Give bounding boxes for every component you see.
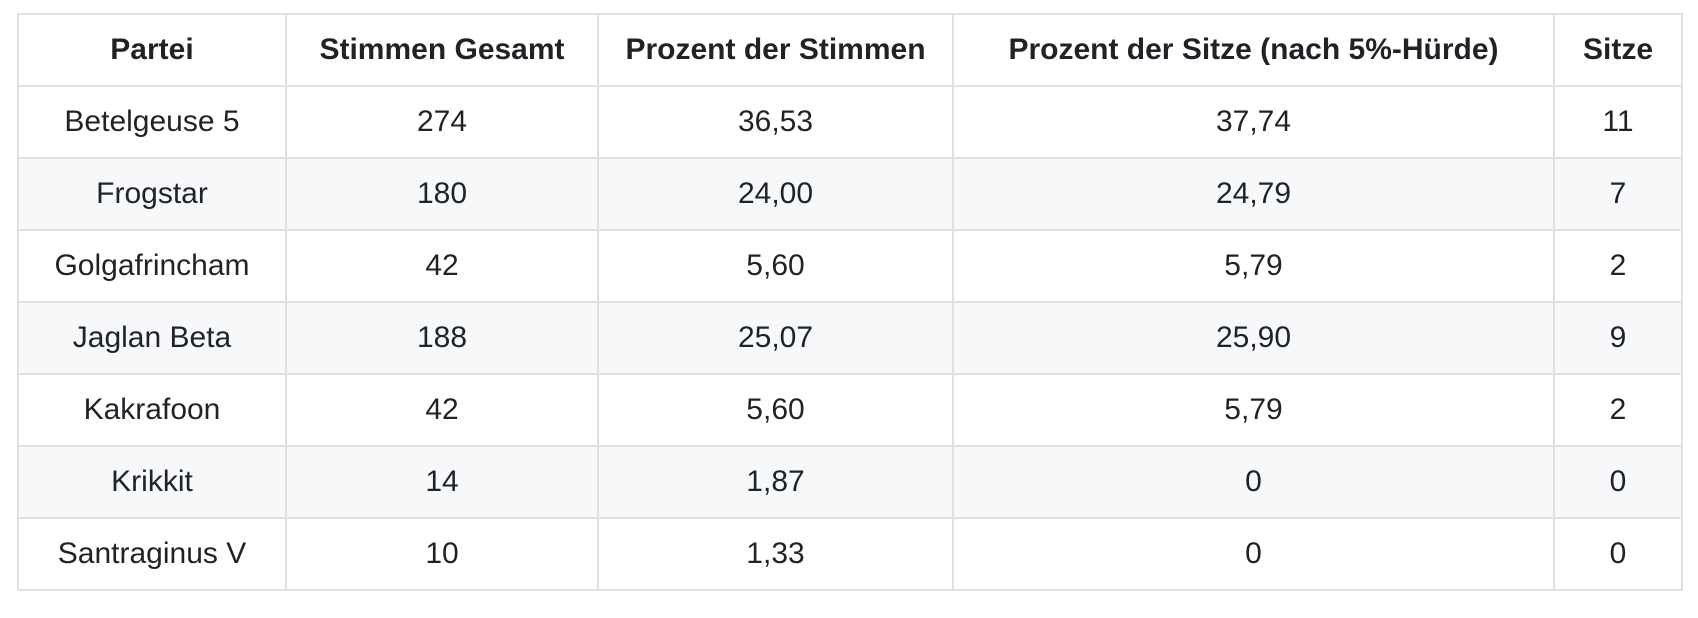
cell-sitze: 11 <box>1553 85 1683 159</box>
table-row-golgafrincham: Golgafrincham 42 5,60 5,79 2 <box>17 229 1683 303</box>
table-row-frogstar: Frogstar 180 24,00 24,79 7 <box>17 157 1683 231</box>
election-results-table: Partei Stimmen Gesamt Prozent der Stimme… <box>17 13 1683 591</box>
column-header-prozent-sitze: Prozent der Sitze (nach 5%-Hürde) <box>952 13 1555 87</box>
cell-prozent-sitze: 5,79 <box>952 229 1555 303</box>
cell-prozent-sitze: 37,74 <box>952 85 1555 159</box>
cell-prozent-stimmen: 36,53 <box>597 85 954 159</box>
column-header-sitze: Sitze <box>1553 13 1683 87</box>
column-header-partei: Partei <box>17 13 287 87</box>
column-header-prozent-stimmen: Prozent der Stimmen <box>597 13 954 87</box>
cell-stimmen-gesamt: 14 <box>285 445 599 519</box>
cell-prozent-sitze: 5,79 <box>952 373 1555 447</box>
cell-partei: Santraginus V <box>17 517 287 591</box>
column-header-stimmen-gesamt: Stimmen Gesamt <box>285 13 599 87</box>
cell-stimmen-gesamt: 180 <box>285 157 599 231</box>
cell-partei: Krikkit <box>17 445 287 519</box>
cell-sitze: 0 <box>1553 517 1683 591</box>
cell-stimmen-gesamt: 42 <box>285 229 599 303</box>
cell-partei: Golgafrincham <box>17 229 287 303</box>
cell-sitze: 7 <box>1553 157 1683 231</box>
cell-prozent-stimmen: 1,87 <box>597 445 954 519</box>
cell-prozent-stimmen: 25,07 <box>597 301 954 375</box>
cell-prozent-stimmen: 5,60 <box>597 373 954 447</box>
cell-prozent-sitze: 24,79 <box>952 157 1555 231</box>
header-row: Partei Stimmen Gesamt Prozent der Stimme… <box>17 13 1683 87</box>
cell-sitze: 2 <box>1553 373 1683 447</box>
cell-partei: Frogstar <box>17 157 287 231</box>
cell-partei: Kakrafoon <box>17 373 287 447</box>
page-content: Partei Stimmen Gesamt Prozent der Stimme… <box>17 13 1683 591</box>
cell-stimmen-gesamt: 10 <box>285 517 599 591</box>
cell-stimmen-gesamt: 42 <box>285 373 599 447</box>
cell-stimmen-gesamt: 188 <box>285 301 599 375</box>
cell-prozent-sitze: 0 <box>952 445 1555 519</box>
cell-prozent-stimmen: 1,33 <box>597 517 954 591</box>
cell-sitze: 2 <box>1553 229 1683 303</box>
table-row-kakrafoon: Kakrafoon 42 5,60 5,79 2 <box>17 373 1683 447</box>
cell-prozent-stimmen: 24,00 <box>597 157 954 231</box>
cell-partei: Betelgeuse 5 <box>17 85 287 159</box>
table-row-krikkit: Krikkit 14 1,87 0 0 <box>17 445 1683 519</box>
cell-prozent-sitze: 0 <box>952 517 1555 591</box>
cell-sitze: 9 <box>1553 301 1683 375</box>
cell-partei: Jaglan Beta <box>17 301 287 375</box>
table-row-jaglan-beta: Jaglan Beta 188 25,07 25,90 9 <box>17 301 1683 375</box>
cell-prozent-sitze: 25,90 <box>952 301 1555 375</box>
table-row-betelgeuse-5: Betelgeuse 5 274 36,53 37,74 11 <box>17 85 1683 159</box>
cell-prozent-stimmen: 5,60 <box>597 229 954 303</box>
cell-sitze: 0 <box>1553 445 1683 519</box>
table-row-santraginus-v: Santraginus V 10 1,33 0 0 <box>17 517 1683 591</box>
cell-stimmen-gesamt: 274 <box>285 85 599 159</box>
